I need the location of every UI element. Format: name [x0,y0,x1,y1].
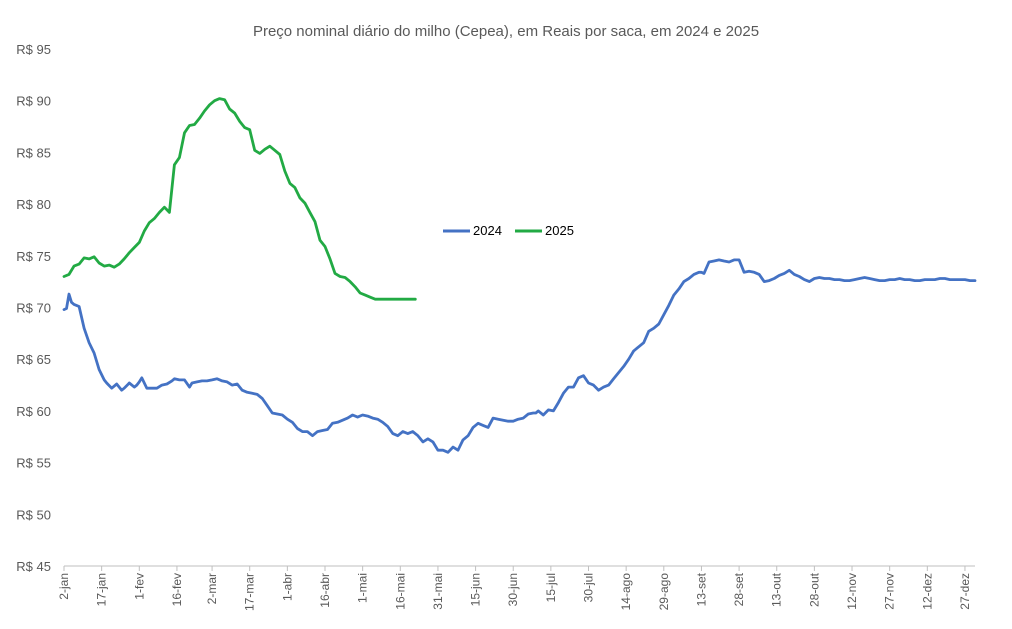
y-tick-label: R$ 80 [16,197,51,212]
x-tick-label: 16-abr [318,573,332,608]
x-tick-label: 1-fev [132,573,146,600]
x-tick-label: 28-set [732,572,746,606]
x-tick-label: 2-jan [57,573,71,600]
x-tick-label: 16-fev [170,573,184,606]
x-tick-label: 27-nov [883,573,897,610]
x-tick-label: 2-mar [205,573,219,604]
x-tick-label: 28-out [807,572,821,607]
legend: 2024 2025 [443,223,574,238]
x-tick-label: 30-jul [582,573,596,602]
y-axis-tick-labels: R$ 45 R$ 50 R$ 55 R$ 60 R$ 65 R$ 70 R$ 75 R$ 80… [16,42,51,574]
x-tick-label: 14-ago [619,573,633,611]
x-tick-label: 13-out [770,572,784,607]
x-tick-label: 16-mai [393,573,407,610]
series-line-2024 [62,258,977,454]
y-tick-label: R$ 70 [16,301,51,316]
x-tick-label: 1-abr [280,573,294,601]
x-tick-label: 1-mai [356,573,370,603]
x-tick-label: 13-set [694,572,708,606]
x-tick-label: 30-jun [506,573,520,606]
x-tick-label: 12-nov [845,573,859,610]
y-tick-label: R$ 50 [16,507,51,522]
x-tick-label: 15-jun [469,573,483,606]
x-tick-label: 15-jul [544,573,558,602]
legend-label-2025: 2025 [545,223,574,238]
x-tick-label: 12-dez [920,573,934,610]
x-tick-label: 31-mai [431,573,445,610]
x-tick-label: 29-ago [657,573,671,611]
y-tick-label: R$ 45 [16,559,51,574]
y-tick-label: R$ 60 [16,404,51,419]
y-tick-label: R$ 65 [16,352,51,367]
y-tick-label: R$ 95 [16,42,51,57]
series-line-2025 [62,97,417,301]
chart-title: Preço nominal diário do milho (Cepea), e… [253,23,759,40]
legend-label-2024: 2024 [473,223,502,238]
y-tick-label: R$ 90 [16,94,51,109]
y-tick-label: R$ 55 [16,456,51,471]
x-tick-label: 17-mar [243,573,257,611]
x-tick-label: 27-dez [958,573,972,610]
plot-area [62,97,977,454]
y-tick-label: R$ 75 [16,249,51,264]
x-tick-label: 17-jan [95,573,109,606]
x-axis-ticks: 2-jan 17-jan 1-fev 16-fev 2-mar 17-mar 1-abr 16… [57,566,972,611]
y-tick-label: R$ 85 [16,145,51,160]
